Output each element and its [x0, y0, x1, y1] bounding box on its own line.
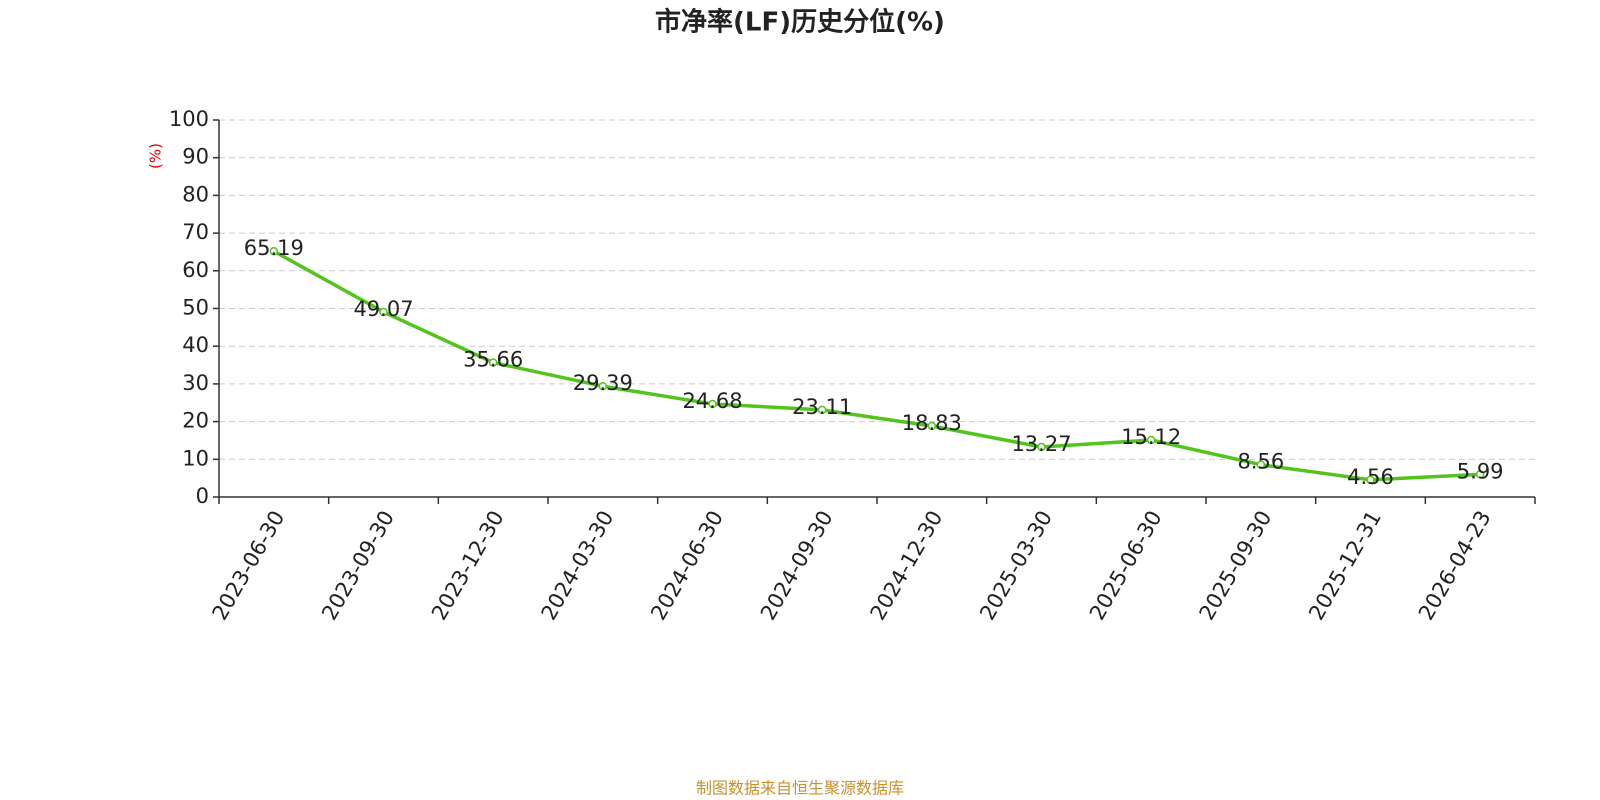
- y-axis-label: (%): [147, 143, 165, 169]
- data-point: [1146, 435, 1156, 445]
- data-label: 29.39: [573, 371, 633, 395]
- data-label: 13.27: [1011, 432, 1071, 456]
- x-tick-label: 2024-09-30: [756, 507, 838, 625]
- y-tick-label: 0: [196, 484, 209, 508]
- data-label: 24.68: [682, 389, 742, 413]
- y-tick-label: 100: [169, 107, 209, 131]
- x-tick-label: 2024-12-30: [866, 507, 948, 625]
- data-point: [708, 399, 717, 409]
- data-label: 5.99: [1457, 459, 1504, 483]
- data-point: [1366, 475, 1375, 485]
- y-tick-label: 20: [182, 409, 209, 433]
- x-tick-label: 2024-03-30: [537, 507, 619, 625]
- x-tick-label: 2025-09-30: [1195, 507, 1277, 625]
- chart-title: 市净率(LF)历史分位(%): [655, 7, 945, 38]
- source-note: 制图数据来自恒生聚源数据库: [696, 779, 904, 798]
- data-point: [927, 421, 937, 431]
- data-point: [598, 381, 608, 391]
- x-tick-label: 2023-06-30: [208, 507, 290, 625]
- x-tick-label: 2025-03-30: [975, 507, 1057, 625]
- data-label: 49.07: [353, 297, 413, 321]
- data-label: 8.56: [1237, 450, 1284, 474]
- data-label: 35.66: [463, 348, 523, 372]
- data-point: [1256, 460, 1266, 469]
- data-point: [817, 405, 827, 415]
- x-tick-label: 2023-12-30: [427, 507, 509, 625]
- x-tick-label: 2023-09-30: [317, 507, 399, 625]
- y-tick-label: 80: [182, 182, 209, 206]
- data-label: 15.12: [1121, 425, 1181, 449]
- y-tick-label: 10: [182, 446, 209, 470]
- y-tick-label: 60: [182, 258, 209, 282]
- data-label: 23.11: [792, 395, 852, 419]
- series-line: [272, 249, 1481, 482]
- data-point: [1475, 470, 1485, 479]
- y-tick-label: 90: [182, 145, 209, 169]
- data-point: [269, 246, 279, 256]
- data-point: [488, 358, 498, 367]
- data-label: 65.19: [244, 236, 304, 260]
- x-tick-label: 2024-06-30: [646, 507, 728, 625]
- data-point: [379, 307, 388, 317]
- y-tick-label: 30: [182, 371, 209, 395]
- x-tick-label: 2025-06-30: [1085, 507, 1167, 625]
- data-label: 4.56: [1347, 465, 1394, 489]
- y-tick-label: 50: [182, 296, 209, 320]
- y-tick-label: 70: [182, 220, 209, 244]
- data-point: [1037, 442, 1046, 452]
- y-tick-label: 40: [182, 333, 209, 357]
- x-tick-label: 2026-04-23: [1414, 507, 1496, 625]
- x-tick-label: 2025-12-31: [1304, 507, 1386, 625]
- data-label: 18.83: [902, 411, 962, 435]
